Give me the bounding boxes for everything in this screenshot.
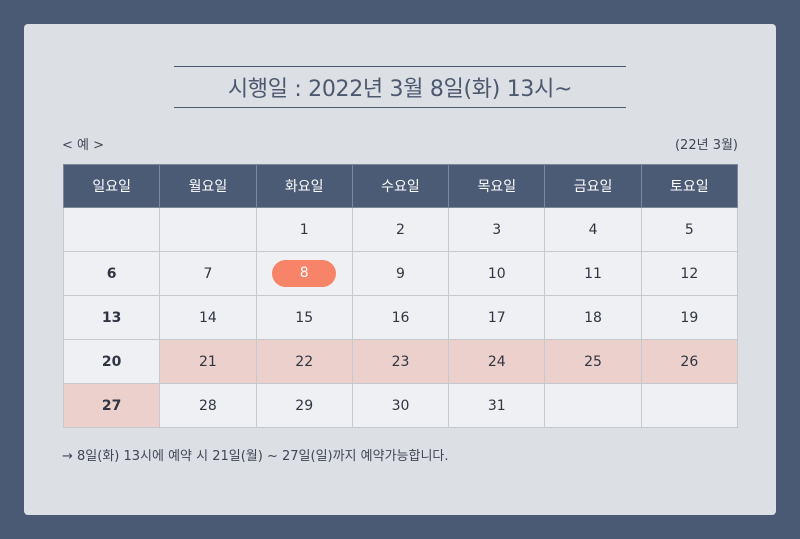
day-cell[interactable]: 15 [255, 295, 353, 340]
day-cell[interactable]: 16 [351, 295, 450, 340]
weekday-sun: 일요일 [62, 164, 161, 208]
day-cell[interactable]: 30 [351, 383, 450, 428]
weekday-sat: 토요일 [640, 164, 739, 208]
day-cell[interactable]: 13 [62, 295, 161, 340]
day-cell-highlighted[interactable]: 25 [544, 339, 642, 384]
day-cell[interactable]: 29 [255, 383, 353, 428]
day-cell [62, 207, 161, 252]
calendar-card: 시행일 : 2022년 3월 8일(화) 13시~ < 예 > (22년 3월)… [24, 24, 776, 515]
calendar-table: 일요일 월요일 화요일 수요일 목요일 금요일 토요일 1 2 3 4 5 6 [62, 164, 739, 428]
day-cell[interactable]: 19 [640, 295, 739, 340]
week-row-4: 20 21 22 23 24 25 26 [62, 339, 739, 384]
weekday-header-row: 일요일 월요일 화요일 수요일 목요일 금요일 토요일 [62, 164, 739, 208]
example-label: < 예 > [62, 138, 105, 153]
day-cell-highlighted[interactable]: 21 [159, 339, 257, 384]
day-cell[interactable]: 20 [62, 339, 161, 384]
day-cell[interactable]: 1 [255, 207, 353, 252]
day-cell [544, 383, 642, 428]
day-cell-highlighted[interactable]: 27 [62, 383, 161, 428]
weekday-wed: 수요일 [351, 164, 450, 208]
day-cell[interactable]: 3 [448, 207, 546, 252]
day-cell[interactable]: 12 [640, 251, 739, 296]
day-cell-highlighted[interactable]: 24 [448, 339, 546, 384]
day-cell [640, 383, 739, 428]
day-cell[interactable]: 4 [544, 207, 642, 252]
day-cell [159, 207, 257, 252]
page-title: 시행일 : 2022년 3월 8일(화) 13시~ [227, 77, 573, 102]
week-row-2: 6 7 8 9 10 11 12 [62, 251, 739, 296]
day-cell[interactable]: 11 [544, 251, 642, 296]
booking-note: → 8일(화) 13시에 예약 시 21일(월) ~ 27일(일)까지 예약가능… [62, 449, 449, 464]
day-cell[interactable]: 6 [62, 251, 161, 296]
day-cell[interactable]: 28 [159, 383, 257, 428]
weekday-fri: 금요일 [544, 164, 642, 208]
day-cell-highlighted[interactable]: 22 [255, 339, 353, 384]
day-cell-selected[interactable]: 8 [255, 251, 353, 296]
day-cell[interactable]: 31 [448, 383, 546, 428]
day-cell-highlighted[interactable]: 23 [351, 339, 450, 384]
title-box: 시행일 : 2022년 3월 8일(화) 13시~ [174, 66, 626, 108]
selected-day-pill[interactable]: 8 [272, 260, 337, 287]
day-cell[interactable]: 2 [351, 207, 450, 252]
day-cell[interactable]: 14 [159, 295, 257, 340]
month-label: (22년 3월) [674, 138, 738, 153]
day-cell[interactable]: 9 [351, 251, 450, 296]
weekday-mon: 월요일 [159, 164, 257, 208]
week-row-5: 27 28 29 30 31 [62, 383, 739, 428]
day-cell[interactable]: 17 [448, 295, 546, 340]
day-cell[interactable]: 5 [640, 207, 739, 252]
day-cell[interactable]: 18 [544, 295, 642, 340]
week-row-3: 13 14 15 16 17 18 19 [62, 295, 739, 340]
day-cell[interactable]: 10 [448, 251, 546, 296]
weekday-tue: 화요일 [255, 164, 353, 208]
day-cell[interactable]: 7 [159, 251, 257, 296]
weekday-thu: 목요일 [448, 164, 546, 208]
week-row-1: 1 2 3 4 5 [62, 207, 739, 252]
day-cell-highlighted[interactable]: 26 [640, 339, 739, 384]
